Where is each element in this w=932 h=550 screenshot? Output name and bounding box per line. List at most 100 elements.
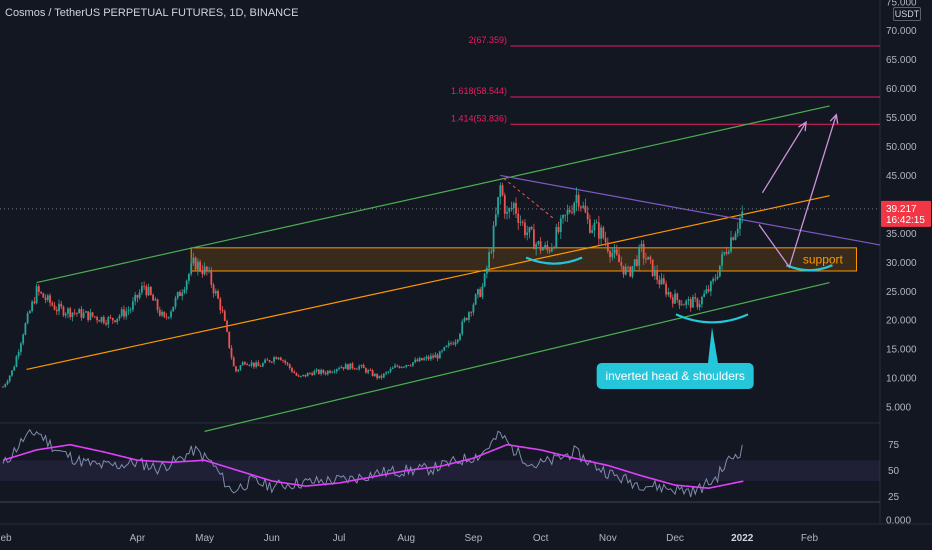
candle-body — [624, 266, 627, 275]
price-tick-label: 25.000 — [886, 287, 917, 298]
candle-body — [364, 368, 367, 373]
candle-body — [530, 226, 533, 230]
candle-body — [246, 364, 249, 366]
candle-body — [335, 369, 338, 372]
currency-button[interactable]: USDT — [893, 7, 921, 21]
candle-body — [423, 358, 426, 361]
candle-body — [17, 352, 20, 357]
price-tick-label: 60.000 — [886, 84, 917, 95]
candle-body — [517, 213, 520, 223]
candle-body — [347, 364, 349, 370]
rsi-band — [0, 460, 880, 481]
candle-body — [676, 293, 679, 300]
candle-body — [627, 266, 629, 268]
candle-body — [333, 371, 336, 373]
candle-body — [689, 299, 692, 308]
candle-body — [613, 249, 616, 254]
right-shoulder-arc — [785, 264, 833, 272]
candle-body — [591, 230, 594, 233]
arrow-head-short — [798, 120, 807, 132]
candle-body — [33, 301, 36, 304]
candle-body — [479, 289, 482, 297]
candle-body — [716, 276, 719, 279]
candle-body — [645, 258, 647, 260]
candle-body — [373, 373, 376, 377]
time-tick-label: May — [195, 533, 214, 544]
candle-body — [107, 317, 110, 325]
candle-body — [665, 283, 667, 295]
candle-body — [528, 226, 531, 233]
candle-body — [562, 214, 564, 219]
candle-body — [302, 374, 305, 376]
candle-body — [201, 270, 204, 275]
candle-body — [416, 359, 419, 362]
candle-body — [450, 342, 452, 344]
candle-body — [340, 367, 343, 369]
candle-body — [275, 357, 278, 360]
candle-body — [698, 304, 701, 308]
candle-body — [279, 357, 282, 361]
candle-body — [391, 367, 394, 369]
candle-body — [494, 214, 497, 226]
candle-body — [506, 211, 508, 214]
rsi-tick-label: 50 — [888, 466, 900, 477]
candle-body — [508, 208, 511, 212]
candle-body — [488, 252, 491, 268]
candle-body — [714, 278, 717, 280]
candle-body — [196, 261, 199, 270]
time-tick-label: Jun — [264, 533, 280, 544]
time-tick-label: Sep — [465, 533, 483, 544]
candle-body — [145, 286, 148, 296]
callout-pointer — [707, 327, 718, 363]
candle-body — [741, 211, 744, 218]
candle-body — [647, 256, 650, 260]
candle-body — [631, 266, 634, 277]
candle-body — [185, 280, 188, 290]
candle-body — [360, 365, 363, 367]
candle-body — [100, 316, 103, 322]
candle-body — [566, 210, 569, 215]
time-tick-label: Jul — [333, 533, 346, 544]
rsi-tick-label: 75 — [888, 440, 900, 451]
candle-body — [694, 297, 697, 299]
candle-body — [398, 366, 401, 368]
candle-body — [109, 317, 112, 319]
candle-body — [490, 251, 493, 253]
candle-body — [463, 317, 466, 322]
price-tick-label: 45.000 — [886, 171, 917, 182]
candle-body — [658, 279, 661, 285]
candle-body — [519, 221, 522, 223]
candle-body — [362, 365, 365, 369]
candle-body — [324, 372, 327, 375]
candle-body — [58, 303, 60, 312]
candle-body — [371, 370, 374, 377]
candle-body — [470, 312, 473, 313]
candle-body — [586, 212, 589, 220]
candle-body — [179, 292, 181, 296]
rsi-ma-line — [2, 443, 744, 489]
candle-body — [687, 299, 690, 301]
resistance-line — [500, 174, 881, 246]
candle-body — [93, 316, 96, 318]
candle-body — [636, 259, 638, 266]
price-tick-label: 55.000 — [886, 113, 917, 124]
candle-body — [308, 372, 311, 374]
candle-body — [71, 312, 74, 318]
candle-body — [344, 364, 347, 369]
price-axis: 5.000 10.000 15.000 20.000 25.000 30.000 35.00… — [881, 0, 931, 527]
drawings: 2(67.359) 1.618(58.544) 1.414(53.836) inver… — [0, 35, 881, 432]
candle-body — [555, 226, 558, 248]
candle-body — [170, 311, 172, 318]
candle-body — [678, 299, 681, 306]
price-tick-label: 35.000 — [886, 229, 917, 240]
candle-body — [89, 312, 92, 320]
candle-body — [127, 310, 130, 312]
candle-body — [277, 357, 280, 360]
candle-body — [123, 309, 125, 317]
candle-body — [138, 292, 141, 298]
candle-body — [602, 227, 605, 238]
candle-body — [214, 291, 217, 294]
candle-body — [412, 362, 414, 366]
candle-body — [286, 362, 289, 365]
